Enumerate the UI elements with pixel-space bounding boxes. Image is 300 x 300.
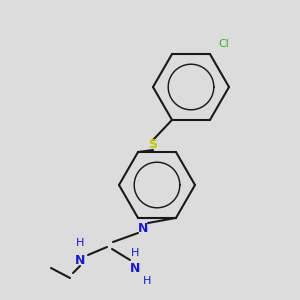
Text: Cl: Cl [218, 39, 229, 49]
Text: H: H [131, 248, 139, 258]
Text: N: N [75, 254, 85, 266]
Text: S: S [148, 139, 158, 152]
Text: H: H [143, 276, 152, 286]
Text: N: N [130, 262, 140, 275]
Text: N: N [138, 221, 148, 235]
Text: H: H [76, 238, 84, 248]
